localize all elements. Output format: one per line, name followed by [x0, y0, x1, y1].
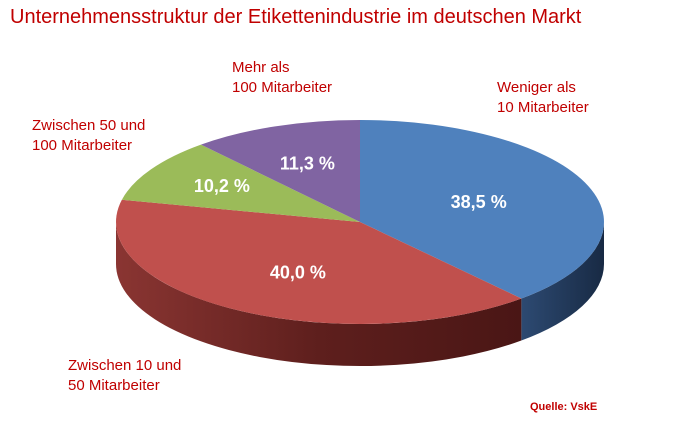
pie-tops — [116, 120, 604, 324]
slice-label-zwischen-10-und-50: Zwischen 10 und 50 Mitarbeiter — [68, 357, 182, 394]
slice-label-zwischen-50-und-100: Zwischen 50 und 100 Mitarbeiter — [32, 117, 146, 154]
pie-value-label-0: 38,5 % — [451, 192, 507, 212]
chart-title: Unternehmensstruktur der Etikettenindust… — [10, 6, 582, 28]
source-note: Quelle: VskE — [530, 401, 598, 413]
slice-label-mehr-als-100: Mehr als 100 Mitarbeiter — [232, 59, 333, 96]
pie-sides — [115, 222, 604, 366]
pie-slice-1 — [116, 199, 522, 324]
pie-slice-2 — [121, 144, 360, 222]
pie-value-label-2: 10,2 % — [194, 176, 250, 196]
pie-value-label-1: 40,0 % — [270, 263, 326, 283]
pie-slice-0 — [360, 120, 604, 299]
slice-label-weniger-als-10: Weniger als 10 Mitarbeiter — [497, 79, 589, 116]
pie-side-1 — [115, 222, 522, 366]
pie-value-labels: 38,5 % 40,0 % 10,2 % 11,3 % — [194, 153, 507, 282]
pie-value-label-3: 11,3 % — [280, 153, 335, 173]
pie-slice-3 — [200, 120, 360, 222]
pie-side-0 — [521, 222, 604, 341]
